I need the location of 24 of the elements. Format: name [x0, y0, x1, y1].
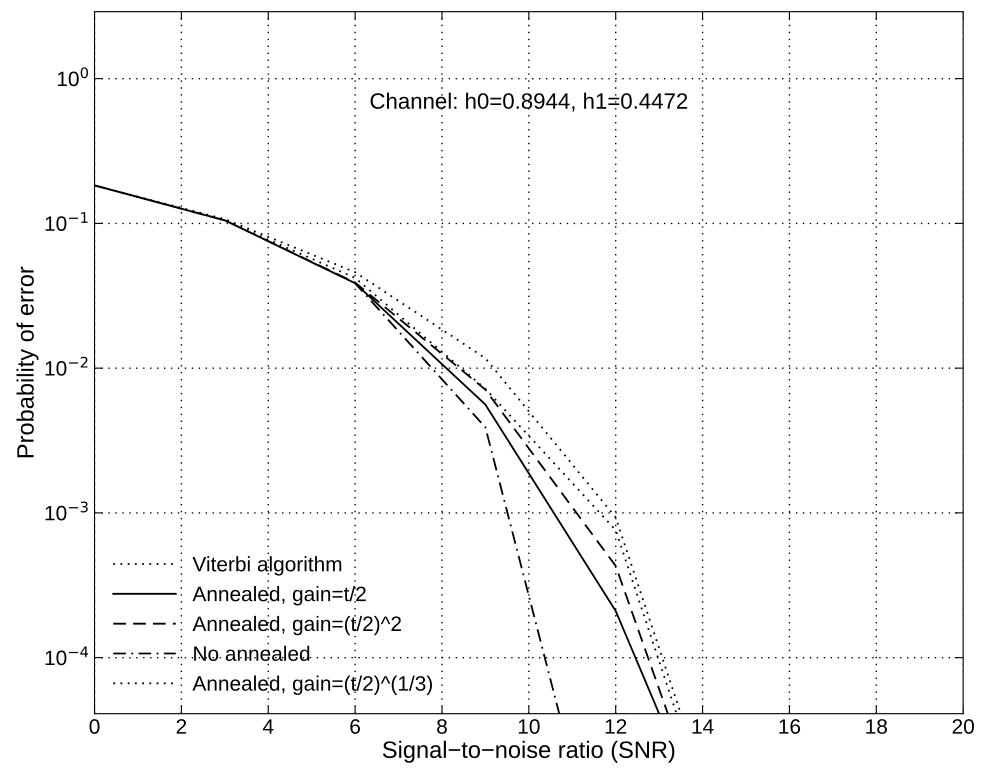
- x-tick-label: 14: [692, 719, 714, 734]
- legend-label: Annealed, gain=t/2: [192, 586, 366, 606]
- y-tick-label: 10$^{−4}$: [46, 646, 88, 666]
- y-tick-label: 10$^{−2}$: [46, 356, 88, 376]
- x-tick-label: 20: [952, 719, 974, 734]
- x-tick-label: 8: [437, 719, 447, 734]
- y-axis-title: Probability of error: [16, 266, 38, 458]
- x-tick-label: 2: [176, 719, 186, 734]
- x-tick-label: 0: [90, 719, 100, 734]
- x-tick-label: 10: [518, 719, 540, 734]
- x-tick-label: 16: [779, 719, 800, 734]
- y-tick-label: 10$^{−1}$: [46, 212, 88, 231]
- x-tick-label: 12: [606, 719, 626, 734]
- legend-label: No annealed: [194, 646, 310, 661]
- legend-label: Annealed, gain=(t/2)^2: [192, 616, 401, 636]
- y-tick-label: 10$^{−3}$: [46, 501, 88, 520]
- x-axis-title: Signal−to−noise ratio (SNR): [382, 740, 674, 763]
- x-tick-label: 6: [350, 719, 360, 734]
- legend-label: Annealed, gain=(t/2)^(1/3): [192, 676, 432, 695]
- x-tick-label: 4: [262, 719, 274, 734]
- legend-label: Viterbi algorithm: [192, 556, 342, 576]
- annotation: Channel: h0=0.8944, h1=0.4472: [370, 92, 688, 112]
- x-tick-label: 18: [866, 719, 887, 734]
- y-tick-label: 10$^{0}$: [58, 67, 88, 86]
